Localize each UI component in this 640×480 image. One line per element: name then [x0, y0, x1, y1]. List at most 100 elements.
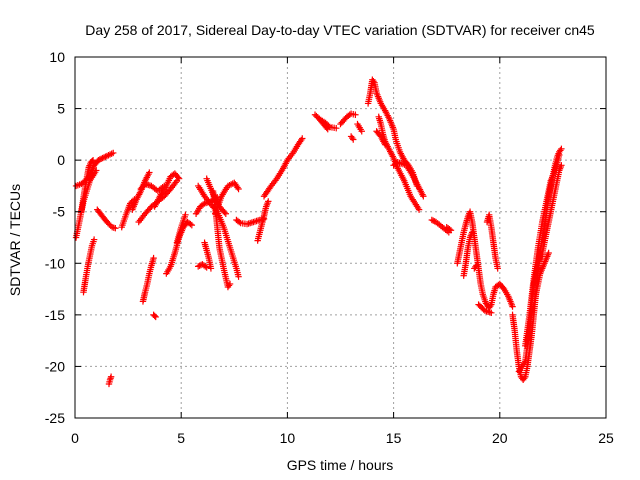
data-point — [324, 126, 331, 133]
data-point — [556, 151, 563, 159]
data-point — [221, 209, 228, 216]
data-point — [299, 135, 306, 142]
data-point — [146, 169, 153, 176]
data-point — [127, 200, 134, 207]
series-s3 — [78, 167, 100, 215]
data-point — [313, 112, 320, 120]
data-point — [90, 236, 98, 243]
data-point — [348, 134, 356, 142]
series-s7 — [118, 196, 138, 231]
y-tick-label: 0 — [57, 152, 65, 168]
series-s8 — [139, 254, 157, 305]
data-point — [151, 312, 158, 320]
x-tick-label: 0 — [71, 430, 79, 446]
data-point — [488, 309, 495, 316]
data-point — [350, 136, 357, 143]
data-point — [509, 303, 516, 310]
data-point — [428, 216, 436, 224]
series-s36 — [443, 223, 455, 234]
series-s20 — [201, 239, 215, 272]
data-point — [88, 157, 96, 165]
series-s4 — [80, 236, 98, 296]
series-s5 — [94, 206, 119, 232]
grid-lines — [75, 57, 606, 418]
x-tick-labels: 0 5 10 15 20 25 — [71, 430, 614, 446]
chart-title: Day 258 of 2017, Sidereal Day-to-day VTE… — [85, 22, 595, 38]
series-s13 — [150, 311, 159, 321]
data-point — [104, 219, 112, 227]
data-point — [89, 156, 97, 164]
data-point — [97, 155, 105, 162]
data-point — [207, 265, 215, 272]
x-tick-label: 25 — [598, 430, 614, 446]
series-s45 — [524, 249, 552, 344]
data-point — [93, 167, 100, 174]
data-point — [236, 218, 243, 226]
series-s25 — [260, 135, 306, 200]
y-tick-label: 10 — [49, 49, 65, 65]
data-point — [311, 111, 319, 118]
data-point — [110, 149, 117, 157]
data-points — [72, 76, 565, 388]
y-tick-labels: -25 -20 -15 -10 -5 0 5 10 — [45, 49, 65, 426]
x-tick-label: 20 — [492, 430, 508, 446]
data-point — [194, 263, 202, 270]
axis-ticks — [74, 56, 607, 419]
data-point — [430, 217, 437, 224]
y-tick-label: -10 — [45, 255, 65, 271]
series-s34 — [390, 159, 427, 200]
series-s15 — [173, 211, 189, 246]
plot-frame — [74, 56, 607, 419]
series-s22 — [203, 175, 230, 217]
series-s24 — [254, 198, 272, 244]
x-tick-label: 5 — [177, 430, 185, 446]
series-s21 — [194, 182, 242, 280]
data-point — [212, 207, 220, 214]
series-s29 — [347, 133, 357, 143]
data-point — [558, 162, 565, 169]
series-s30 — [354, 120, 365, 135]
data-point — [175, 175, 183, 182]
series-s12 — [151, 170, 183, 210]
data-point — [235, 273, 242, 280]
data-point — [494, 265, 501, 272]
data-point — [188, 221, 196, 229]
data-point — [558, 145, 565, 152]
data-point — [446, 226, 453, 233]
y-tick-label: -15 — [45, 307, 65, 323]
data-point — [468, 229, 476, 236]
x-tick-label: 10 — [280, 430, 296, 446]
series-s27 — [316, 115, 331, 133]
data-point — [203, 264, 210, 271]
series-s37 — [454, 208, 516, 311]
y-axis-label: SDTVAR / TECUs — [7, 184, 23, 296]
data-point — [182, 211, 189, 219]
data-point — [187, 220, 194, 228]
series-s16 — [194, 261, 210, 271]
data-point — [222, 210, 230, 217]
data-point — [323, 124, 330, 132]
y-tick-label: -25 — [45, 410, 65, 426]
data-point — [106, 221, 113, 228]
data-point — [99, 154, 106, 162]
data-point — [415, 206, 423, 213]
series-s41 — [475, 301, 495, 316]
data-point — [150, 254, 157, 262]
series-s44 — [522, 151, 563, 349]
data-point — [102, 153, 109, 160]
x-axis-label: GPS time / hours — [287, 457, 394, 473]
data-point — [152, 313, 159, 321]
data-point — [265, 198, 272, 205]
data-point — [545, 249, 552, 257]
data-point — [112, 225, 119, 232]
series-s28 — [337, 110, 359, 128]
data-point — [447, 227, 455, 234]
data-point — [107, 373, 115, 380]
data-point — [352, 111, 359, 118]
data-point — [96, 156, 103, 163]
data-point — [333, 124, 340, 132]
y-tick-label: -5 — [53, 204, 66, 220]
data-point — [420, 193, 427, 200]
data-point — [226, 280, 234, 288]
